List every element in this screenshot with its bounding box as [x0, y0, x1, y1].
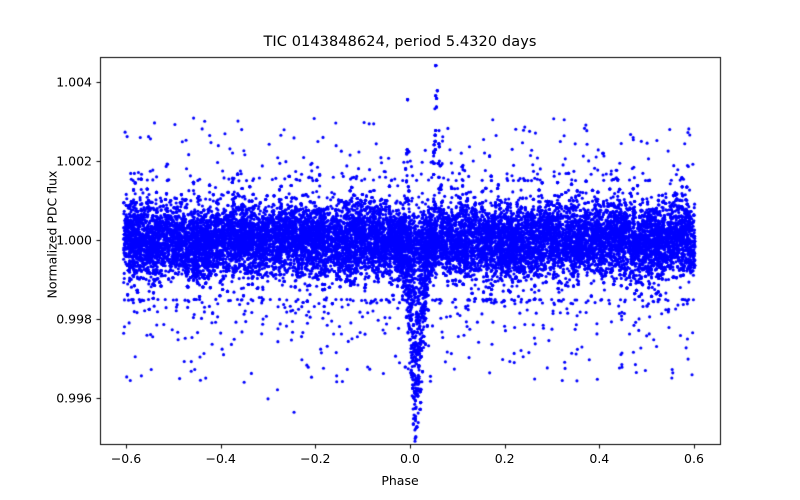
x-axis-label: Phase — [381, 473, 419, 488]
y-tick-label: 1.002 — [56, 153, 92, 169]
x-tick-label: 0.4 — [589, 451, 610, 466]
y-tick-label: 1.004 — [56, 74, 92, 90]
chart-title: TIC 0143848624, period 5.4320 days — [263, 34, 537, 50]
y-tick-label: 1.000 — [56, 232, 92, 248]
y-tick-label: 0.998 — [56, 311, 92, 327]
x-tick-label: −0.4 — [205, 451, 236, 466]
x-tick-label: −0.6 — [110, 451, 142, 466]
x-tick-label: 0.0 — [400, 451, 420, 466]
x-tick-label: −0.2 — [300, 451, 331, 466]
x-tick-label: 0.6 — [684, 451, 704, 466]
x-tick-label: 0.2 — [494, 451, 515, 466]
y-tick-label: 0.996 — [56, 390, 92, 406]
